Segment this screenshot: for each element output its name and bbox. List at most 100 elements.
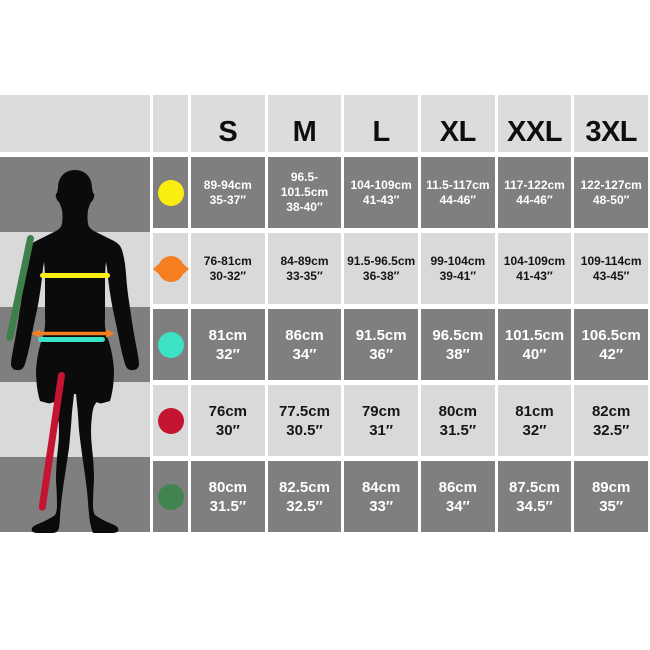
in-value: 31″	[369, 421, 394, 439]
size-cell: 86cm 34″	[267, 309, 342, 380]
in-value: 30″	[215, 421, 240, 439]
cm-value: 82cm	[591, 402, 631, 420]
in-value: 44-46″	[439, 192, 477, 207]
cm-value: 80cm	[438, 402, 477, 420]
cm-value: 76-81cm	[203, 253, 252, 268]
size-cell: 76-81cm 30-32″	[191, 233, 265, 304]
in-value: 31.5″	[209, 497, 247, 515]
row-stripe	[0, 95, 150, 152]
waist-measure-arrow	[31, 329, 115, 338]
orange-lens-icon	[152, 255, 189, 282]
cm-value: 86cm	[285, 326, 324, 344]
size-cell: 82.5cm 32.5″	[267, 461, 342, 532]
size-cell: 91.5-96.5cm 36-38″	[344, 233, 418, 304]
cm-value: 80cm	[208, 478, 248, 496]
size-cell: 84-89cm 33-35″	[267, 233, 342, 304]
marker-cell	[153, 157, 188, 228]
in-value: 39-41″	[439, 268, 477, 283]
size-cell: 80cm 31.5″	[191, 461, 265, 532]
cm-value: 99-104cm	[430, 253, 486, 268]
in-value: 34″	[445, 497, 470, 515]
in-value: 32.5″	[286, 497, 323, 515]
size-header-3xl: 3XL	[574, 95, 648, 152]
cm-value: 91.5cm	[355, 326, 407, 344]
cm-value: 79cm	[361, 402, 401, 420]
size-cell: 104-109cm 41-43″	[344, 157, 418, 228]
marker-cell	[153, 461, 188, 532]
size-cell: 76cm 30″	[191, 385, 265, 456]
teal-circle-icon	[157, 331, 184, 358]
size-header-l: L	[344, 95, 418, 152]
cm-value: 11.5-117cm	[426, 177, 490, 192]
size-cell: 89cm 35″	[574, 461, 648, 532]
row-stripe	[0, 457, 150, 532]
in-value: 38-40″	[286, 200, 323, 214]
in-value: 40″	[522, 345, 547, 363]
in-value: 30-32″	[209, 268, 247, 283]
size-cell: 77.5cm 30.5″	[267, 385, 342, 456]
green-circle-icon	[157, 483, 184, 510]
size-cell: 79cm 31″	[344, 385, 418, 456]
size-cell: 80cm 31.5″	[420, 385, 495, 456]
in-value: 33-35″	[286, 268, 323, 283]
size-cell: 96.5-101.5cm 38-40″	[267, 157, 342, 228]
cm-value: 89-94cm	[203, 177, 252, 192]
in-value: 34.5″	[516, 497, 553, 515]
male-silhouette	[11, 170, 139, 533]
marker-cell	[153, 309, 188, 380]
cm-value: 87.5cm	[509, 478, 560, 496]
size-cell: 11.5-117cm 44-46″	[420, 157, 495, 228]
chest-measure-line	[40, 273, 110, 278]
cm-value: 104-109cm	[350, 177, 412, 192]
in-value: 34″	[292, 345, 317, 363]
red-circle-icon	[157, 407, 184, 434]
in-value: 30.5″	[286, 421, 323, 439]
size-cell: 96.5cm 38″	[420, 309, 495, 380]
yellow-circle-icon	[157, 179, 184, 206]
size-header-xxl: XXL	[497, 95, 572, 152]
cm-value: 82.5cm	[279, 478, 330, 496]
size-cell: 99-104cm 39-41″	[420, 233, 495, 304]
in-value: 41-43″	[516, 268, 553, 283]
size-cell: 117-122cm 44-46″	[497, 157, 572, 228]
size-cell: 82cm 32.5″	[574, 385, 648, 456]
in-value: 32.5″	[592, 421, 630, 439]
size-cell: 89-94cm 35-37″	[191, 157, 265, 228]
size-cell: 87.5cm 34.5″	[497, 461, 572, 532]
size-cell: 81cm 32″	[191, 309, 265, 380]
in-value: 32″	[522, 421, 547, 439]
cm-value: 109-114cm	[580, 253, 642, 268]
size-cell: 84cm 33″	[344, 461, 418, 532]
size-cell: 81cm 32″	[497, 385, 572, 456]
size-cell: 109-114cm 43-45″	[574, 233, 648, 304]
size-cell: 91.5cm 36″	[344, 309, 418, 380]
in-value: 43-45″	[592, 268, 630, 283]
cm-value: 91.5-96.5cm	[347, 253, 416, 268]
cm-value: 104-109cm	[503, 253, 566, 268]
row-stripe	[0, 382, 150, 457]
cm-value: 76cm	[208, 402, 248, 420]
size-cell: 86cm 34″	[420, 461, 495, 532]
cm-value: 96.5-101.5cm	[280, 170, 329, 199]
size-cell: 101.5cm 40″	[497, 309, 572, 380]
in-value: 44-46″	[516, 192, 553, 207]
in-value: 31.5″	[439, 421, 477, 439]
cm-value: 122-127cm	[580, 177, 642, 192]
in-value: 48-50″	[592, 192, 630, 207]
cm-value: 96.5cm	[432, 326, 484, 344]
in-value: 33″	[369, 497, 394, 515]
in-value: 35″	[599, 497, 624, 515]
hip-measure-line	[38, 337, 105, 342]
cm-value: 84cm	[361, 478, 401, 496]
in-value: 36-38″	[362, 268, 400, 283]
cm-value: 81cm	[515, 402, 554, 420]
cm-value: 101.5cm	[504, 326, 565, 344]
size-cell: 122-127cm 48-50″	[574, 157, 648, 228]
in-value: 42″	[599, 345, 624, 363]
cm-value: 81cm	[208, 326, 248, 344]
cm-value: 84-89cm	[280, 253, 329, 268]
size-table: S M L XL XXL 3XL 89-94cm 35-37″ 96.5-101…	[152, 95, 648, 532]
in-value: 32″	[215, 345, 240, 363]
in-value: 36″	[369, 345, 394, 363]
